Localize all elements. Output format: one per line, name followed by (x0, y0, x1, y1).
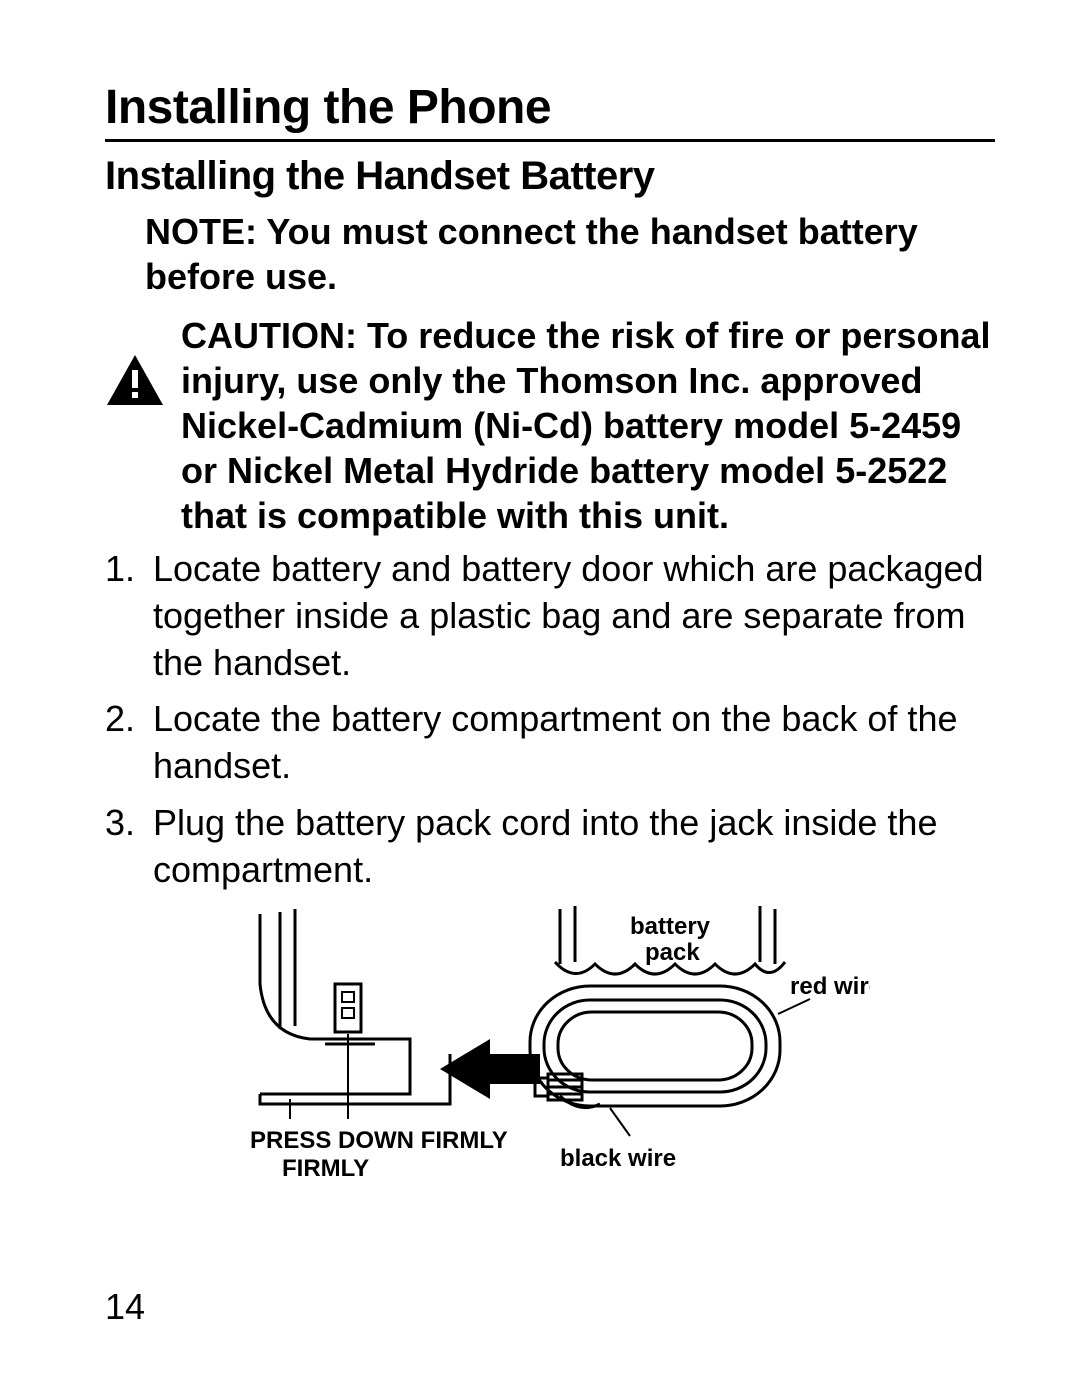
svg-text:FIRMLY: FIRMLY (282, 1155, 369, 1182)
warning-icon (105, 353, 175, 412)
step-list: Locate battery and battery door which ar… (105, 546, 995, 894)
press-down-label: PRESS DOWN FIRMLY (250, 1127, 508, 1154)
note-text: NOTE: You must connect the handset batte… (145, 209, 995, 299)
caution-block: CAUTION: To reduce the risk of fire or p… (105, 313, 995, 538)
page-number: 14 (105, 1286, 145, 1328)
section-subtitle: Installing the Handset Battery (105, 154, 995, 199)
diagram: PRESS DOWN FIRMLY FIRMLY (105, 904, 995, 1214)
list-item: Locate battery and battery door which ar… (105, 546, 995, 686)
list-item: Locate the battery compartment on the ba… (105, 696, 995, 790)
caution-text: CAUTION: To reduce the risk of fire or p… (181, 313, 995, 538)
list-item: Plug the battery pack cord into the jack… (105, 800, 995, 894)
red-wire-label: red wire (790, 973, 870, 1000)
battery-pack-label: battery (630, 913, 711, 940)
black-wire-label: black wire (560, 1145, 676, 1172)
page-title: Installing the Phone (105, 80, 995, 142)
svg-text:pack: pack (645, 939, 700, 966)
